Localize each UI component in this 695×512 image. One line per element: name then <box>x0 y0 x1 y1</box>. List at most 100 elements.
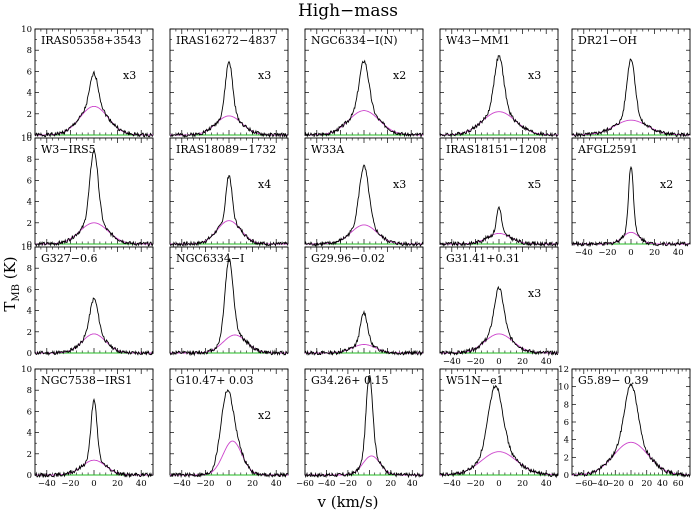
x-tick-label: 40 <box>673 248 684 258</box>
y-axis-label: TMB (K) <box>1 256 22 311</box>
panel-source-label: NGC7538−IRS1 <box>41 374 132 387</box>
y-tick-label: 0 <box>27 240 32 250</box>
x-tick-label: 40 <box>657 479 668 489</box>
x-tick-label: −40 <box>575 248 593 258</box>
panel-multiplier-label: x2 <box>393 69 406 82</box>
y-tick-label: 0 <box>27 349 32 359</box>
spectrum-line <box>304 375 424 479</box>
spectrum-panel: −40 −20 0 20 40 W51N−e1 <box>439 368 559 489</box>
y-tick-label: 8 <box>27 46 32 56</box>
panel-source-label: DR21−OH <box>578 34 637 47</box>
svg-text:TMB (K): TMB (K) <box>1 256 22 311</box>
spectrum-panel: IRAS16272−4837 x3 <box>169 28 289 139</box>
x-tick-label: 20 <box>517 357 528 367</box>
panel-source-label: G31.41+0.31 <box>446 252 520 265</box>
spectrum-line <box>304 164 424 248</box>
y-tick-label: 0 <box>564 471 569 481</box>
panel-source-label: G10.47+ 0.03 <box>176 374 253 387</box>
spectrum-line <box>34 147 154 248</box>
y-tick-label: 10 <box>21 243 32 253</box>
panel-source-label: AFGL2591 <box>577 143 638 156</box>
y-tick-label: 2 <box>27 219 32 229</box>
y-tick-label: 10 <box>558 383 569 393</box>
panel-source-label: NGC6334−I(N) <box>311 34 398 47</box>
y-tick-label: 0 <box>27 471 32 481</box>
spectrum-line <box>571 383 691 479</box>
y-tick-label: 2 <box>27 450 32 460</box>
y-tick-label: 4 <box>27 429 32 439</box>
y-tick-label: 6 <box>27 285 32 295</box>
spectrum-line <box>571 58 691 138</box>
x-tick-label: −20 <box>339 479 357 489</box>
panel-multiplier-label: x3 <box>258 69 271 82</box>
gaussian-fit <box>305 455 423 476</box>
spectrum-panel: 0 2 4 6 8 10 12 −60−40−20 0 20 40 60 G5.89− 0.39 <box>558 365 691 489</box>
x-tick-label: 0 <box>496 479 501 489</box>
panel-source-label: IRAS18151−1208 <box>446 143 546 156</box>
y-tick-label: 8 <box>27 155 32 165</box>
y-tick-label: 4 <box>27 307 32 317</box>
y-tick-label: 8 <box>564 400 569 410</box>
y-tick-label: 10 <box>21 25 32 35</box>
x-tick-label: 0 <box>496 357 501 367</box>
spectrum-panel: 0 2 4 6 8 10 W3−IRS5 <box>21 134 154 250</box>
spectrum-line <box>439 205 559 248</box>
x-tick-label: 40 <box>407 479 418 489</box>
x-tick-label: −20 <box>196 479 214 489</box>
gaussian-fit <box>170 440 288 476</box>
x-tick-label: 0 <box>628 479 633 489</box>
spectrum-line <box>304 59 424 139</box>
panel-source-label: G327−0.6 <box>41 252 98 265</box>
spectrum-line <box>169 257 289 357</box>
x-tick-label: −60 <box>296 479 314 489</box>
y-label-unit: (K) <box>1 256 19 284</box>
x-tick-label: −20 <box>466 479 484 489</box>
panel-source-label: W3−IRS5 <box>41 143 96 156</box>
x-tick-label: 0 <box>91 479 96 489</box>
panel-multiplier-label: x2 <box>660 178 673 191</box>
y-label-main: T <box>1 302 19 312</box>
spectrum-panel: −60 −40 −20 0 20 40 G34.26+ 0.15 <box>296 368 424 489</box>
x-tick-label: 0 <box>628 248 633 258</box>
y-tick-label: 10 <box>21 134 32 144</box>
y-tick-label: 2 <box>564 453 569 463</box>
y-label-sub: MB <box>11 284 22 302</box>
y-tick-label: 4 <box>564 436 569 446</box>
spectrum-line <box>34 397 154 479</box>
y-tick-label: 6 <box>564 418 569 428</box>
panel-grid: 0 2 4 6 8 10 IRAS05358+3543 x3 IRAS16272−4837 x3 N… <box>21 25 691 489</box>
x-tick-label: 20 <box>517 479 528 489</box>
x-tick-label: −40 <box>443 479 461 489</box>
spectrum-panel: W43−MM1 x3 <box>439 28 559 139</box>
panel-source-label: IRAS18089−1732 <box>176 143 276 156</box>
panel-multiplier-label: x3 <box>123 69 136 82</box>
y-tick-label: 10 <box>21 365 32 375</box>
x-tick-label: 40 <box>136 479 147 489</box>
x-tick-label: −40 <box>38 479 56 489</box>
x-tick-label: −40 <box>591 479 609 489</box>
spectrum-line <box>439 55 559 139</box>
panel-multiplier-label: x3 <box>528 287 541 300</box>
panel-multiplier-label: x2 <box>258 409 271 422</box>
y-tick-label: 2 <box>27 328 32 338</box>
panel-multiplier-label: x4 <box>258 178 271 191</box>
panel-multiplier-label: x3 <box>528 69 541 82</box>
x-tick-label: −40 <box>317 479 335 489</box>
panel-source-label: IRAS16272−4837 <box>176 34 276 47</box>
spectrum-line <box>439 384 559 479</box>
y-tick-label: 6 <box>27 67 32 77</box>
spectrum-panel: W33A x3 <box>304 137 424 248</box>
panel-source-label: W51N−e1 <box>446 374 504 387</box>
y-tick-label: 4 <box>27 89 32 99</box>
x-tick-label: 40 <box>541 479 552 489</box>
spectrum-panel: −40 −20 0 20 40 AFGL2591 x2 <box>571 137 691 258</box>
spectrum-panel: IRAS18151−1208 x5 <box>439 137 559 248</box>
panel-source-label: G29.96−0.02 <box>311 252 385 265</box>
spectrum-panel: −40 −20 0 20 40 G10.47+ 0.03 x2 <box>169 368 289 489</box>
spectrum-panel: DR21−OH <box>571 28 691 138</box>
panel-source-label: IRAS05358+3543 <box>41 34 141 47</box>
spectrum-panel: NGC6334−I <box>169 246 289 357</box>
y-tick-label: 8 <box>27 264 32 274</box>
x-tick-label: 0 <box>226 479 231 489</box>
